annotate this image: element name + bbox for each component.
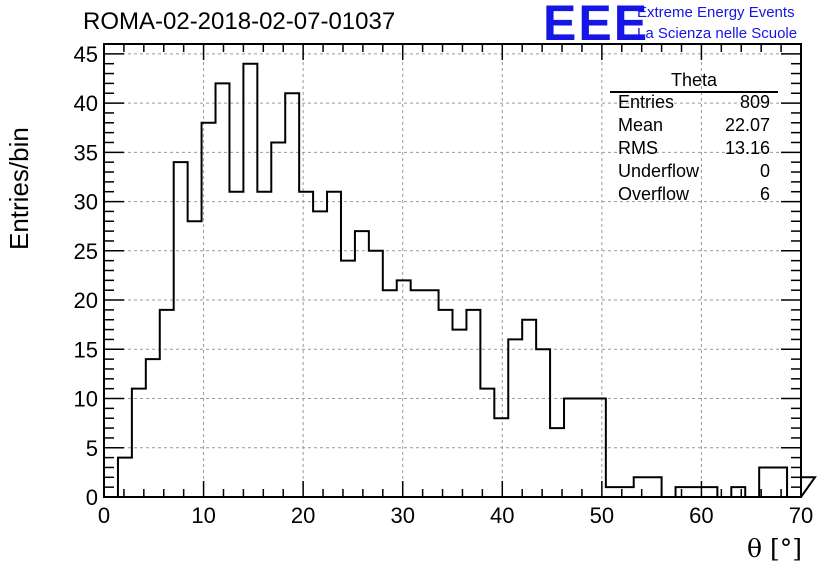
y-tick-label: 0 (86, 485, 98, 510)
histogram-bin (411, 290, 425, 497)
histogram-bin (480, 389, 494, 497)
histogram-bin (522, 320, 536, 497)
logo-line-1: Extreme Energy Events (637, 4, 795, 21)
y-axis-label: Entries/bin (4, 127, 34, 250)
histogram-bin (243, 64, 257, 497)
histogram-bin (313, 211, 327, 497)
histogram-bin (257, 192, 271, 497)
stats-label: Underflow (618, 161, 700, 181)
histogram-bin (508, 339, 522, 497)
histogram-bin (425, 290, 439, 497)
x-axis-label: θ [°] (746, 534, 802, 563)
histogram-bin (383, 290, 397, 497)
histogram-bin (592, 399, 606, 497)
histogram-bin (271, 142, 285, 497)
histogram-bin (801, 477, 815, 497)
chart-title: ROMA-02-2018-02-07-01037 (83, 8, 396, 35)
histogram-bin (369, 251, 383, 497)
histogram-bin (229, 192, 243, 497)
histogram-bin (188, 221, 202, 497)
eee-logo-letters: EEE (543, 0, 650, 51)
histogram-bin (146, 359, 160, 497)
histogram-bin (536, 349, 550, 497)
y-tick-label: 45 (74, 42, 98, 67)
histogram-bin (564, 399, 578, 497)
stats-value: 809 (739, 92, 770, 112)
x-tick-label: 20 (291, 503, 315, 528)
logo-line-2: La Scienza nelle Scuole (637, 25, 798, 42)
histogram-bin (606, 487, 620, 497)
stats-value: 13.16 (724, 138, 770, 158)
histogram-bin (118, 458, 132, 497)
histogram-bars (116, 62, 817, 498)
y-tick-label: 30 (74, 190, 98, 215)
histogram-bin (453, 330, 467, 497)
y-tick-label: 25 (74, 239, 98, 264)
histogram-bin (578, 399, 592, 497)
stats-title: Theta (670, 70, 718, 90)
y-tick-label: 5 (86, 436, 98, 461)
stats-label: Overflow (618, 184, 690, 204)
histogram-bin (634, 477, 648, 497)
x-tick-label: 0 (98, 503, 110, 528)
histogram-bin (355, 231, 369, 497)
y-tick-label: 35 (74, 140, 98, 165)
y-tick-label: 40 (74, 91, 98, 116)
x-tick-label: 40 (490, 503, 514, 528)
grid-lines (104, 44, 801, 497)
histogram-bin (676, 487, 690, 497)
histogram-bin (648, 477, 662, 497)
stats-label: Entries (618, 92, 675, 112)
histogram-bin (703, 487, 717, 497)
histogram-bin (773, 467, 787, 497)
x-tick-label: 60 (689, 503, 713, 528)
stats-row-rms: RMS 13.16 (618, 138, 770, 161)
histogram-bin (731, 487, 745, 497)
stats-label: RMS (618, 138, 658, 158)
x-tick-label: 30 (390, 503, 414, 528)
histogram-bin (299, 192, 313, 497)
stats-divider (610, 91, 778, 93)
x-tick-label: 10 (191, 503, 215, 528)
stats-row-mean: Mean 22.07 (618, 115, 770, 138)
eee-logo: EEE Extreme Energy Events La Scienza nel… (543, 0, 836, 51)
histogram-bin (439, 310, 453, 497)
stats-row-overflow: Overflow 6 (618, 184, 770, 207)
stats-value: 6 (759, 184, 770, 204)
histogram-bin (494, 418, 508, 497)
histogram-bin (132, 389, 146, 497)
stats-row-underflow: Underflow 0 (618, 161, 770, 184)
x-tick-label: 70 (789, 503, 813, 528)
stats-row-entries: Entries 809 (618, 92, 770, 115)
stats-box: Theta Entries 809 Mean 22.07 RMS 13.16 U… (610, 70, 778, 210)
histogram-bin (160, 310, 174, 497)
x-tick-label: 50 (590, 503, 614, 528)
histogram-bin (327, 192, 341, 497)
y-tick-label: 15 (74, 337, 98, 362)
histogram-bin (466, 310, 480, 497)
histogram-bin (202, 123, 216, 497)
histogram-bin (341, 261, 355, 497)
axis-ticks (103, 43, 802, 498)
histogram-bin (174, 162, 188, 497)
stats-value: 0 (759, 161, 770, 181)
y-tick-label: 20 (74, 288, 98, 313)
histogram-bin (285, 93, 299, 497)
histogram-outline (116, 62, 817, 498)
histogram-bin (397, 280, 411, 497)
histogram-bin (550, 428, 564, 497)
stats-label: Mean (618, 115, 664, 135)
stats-value: 22.07 (724, 115, 770, 135)
histogram-bin (216, 83, 230, 497)
y-tick-label: 10 (74, 387, 98, 412)
